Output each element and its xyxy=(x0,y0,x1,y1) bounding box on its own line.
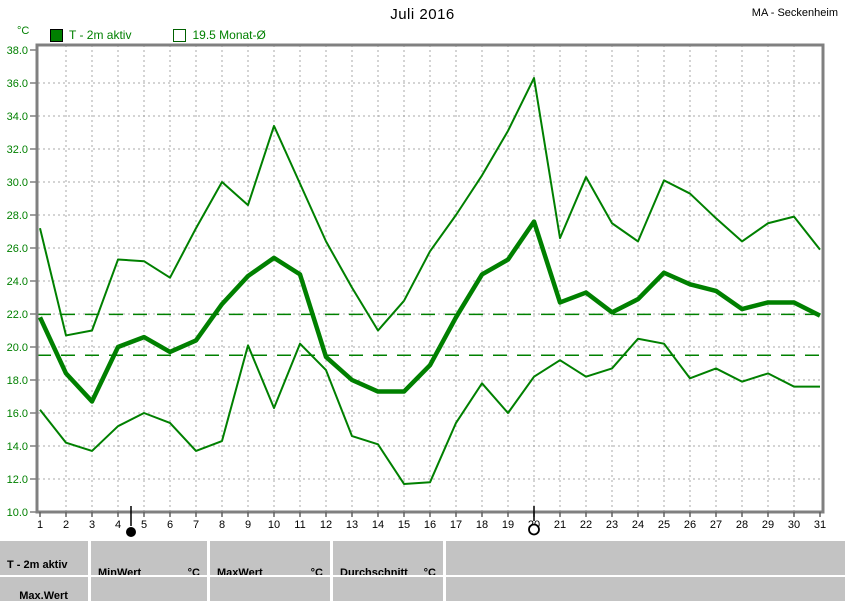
x-tick-label: 24 xyxy=(632,519,644,531)
legend-label-aktiv: T - 2m aktiv xyxy=(69,28,132,42)
series-line-mean xyxy=(37,219,822,404)
x-tick-label: 23 xyxy=(606,519,618,531)
x-tick-label: 18 xyxy=(476,519,488,531)
minwert-cell: MinWert °C 15.07. 04:50 11.7 xyxy=(91,541,207,575)
y-tick-label: 36.0 xyxy=(7,78,28,90)
page-title: Juli 2016 xyxy=(390,6,455,23)
y-tick-label: 18.0 xyxy=(7,375,28,387)
x-tick-label: 8 xyxy=(219,519,225,531)
x-tick-label: 2 xyxy=(63,519,69,531)
x-tick-label: 16 xyxy=(424,519,436,531)
maxwert-header: MaxWert xyxy=(217,567,263,575)
x-tick-label: 30 xyxy=(788,519,800,531)
x-tick-label: 19 xyxy=(502,519,514,531)
row2-cell xyxy=(333,577,443,601)
legend-item-monat: 19.5 Monat-Ø xyxy=(173,28,266,42)
x-tick-label: 10 xyxy=(268,519,280,531)
x-tick-label: 31 xyxy=(814,519,826,531)
legend-item-aktiv: T - 2m aktiv xyxy=(50,28,131,42)
y-tick-label: 32.0 xyxy=(7,144,28,156)
new-moon-icon xyxy=(126,527,136,537)
chart-legend: T - 2m aktiv 19.5 Monat-Ø xyxy=(50,28,266,42)
durchschnitt-unit: °C xyxy=(423,567,436,575)
x-tick-label: 11 xyxy=(294,519,305,531)
row2-cell xyxy=(446,577,845,601)
empty-cell xyxy=(446,541,845,575)
y-tick-label: 12.0 xyxy=(7,474,28,486)
minwert-unit: °C xyxy=(187,567,200,575)
next-row-label: Max.Wert xyxy=(19,590,68,601)
x-tick-label: 21 xyxy=(554,519,566,531)
y-tick-label: 26.0 xyxy=(7,243,28,255)
x-tick-label: 12 xyxy=(320,519,332,531)
series-line-min xyxy=(39,337,820,485)
durchschnitt-cell: Durchschnitt °C (+ 2.48 ) 21.98 xyxy=(333,541,443,575)
y-tick-label: 34.0 xyxy=(7,111,28,123)
station-name: MA - Seckenheim xyxy=(751,7,838,19)
x-tick-label: 4 xyxy=(115,519,121,531)
full-moon-icon xyxy=(528,523,540,536)
maxwert-cell: MaxWert °C 20.07. 15:50 36.3 xyxy=(210,541,330,575)
y-tick-label: 10.0 xyxy=(7,507,28,519)
y-tick-label: 20.0 xyxy=(7,342,28,354)
y-axis-unit-label: °C xyxy=(17,25,30,37)
temperature-chart: 38.0 36.0 34.0 32.0 30.0 28.0 26.0 24.0 22.0 20.0… xyxy=(7,43,826,537)
x-tick-label: 5 xyxy=(141,519,147,531)
x-tick-label: 3 xyxy=(89,519,95,531)
legend-label-monat: 19.5 Monat-Ø xyxy=(192,28,266,42)
outline-square-icon xyxy=(173,28,187,42)
maxwert-unit: °C xyxy=(310,567,323,575)
filled-square-icon xyxy=(50,28,63,42)
series-line-max xyxy=(39,77,821,337)
x-tick-label: 6 xyxy=(167,519,173,531)
x-tick-label: 14 xyxy=(372,519,384,531)
x-tick-label: 29 xyxy=(762,519,774,531)
stats-table: T - 2m aktiv MinWert °C 15.07. 04:50 11.… xyxy=(0,541,845,601)
x-tick-label: 7 xyxy=(193,519,199,531)
x-tick-label: 26 xyxy=(684,519,696,531)
y-tick-label: 14.0 xyxy=(7,441,28,453)
x-tick-label: 27 xyxy=(710,519,722,531)
y-tick-label: 38.0 xyxy=(7,45,28,57)
durchschnitt-header: Durchschnitt xyxy=(340,567,408,575)
y-tick-label: 24.0 xyxy=(7,276,28,288)
y-tick-label: 22.0 xyxy=(7,309,28,321)
sensor-name: T - 2m aktiv xyxy=(7,559,68,571)
y-tick-label: 28.0 xyxy=(7,210,28,222)
y-tick-label: 16.0 xyxy=(7,408,28,420)
stats-row2-label-cell: Max.Wert xyxy=(0,577,88,601)
x-tick-label: 17 xyxy=(450,519,462,531)
x-tick-label: 15 xyxy=(398,519,410,531)
row2-cell xyxy=(91,577,207,601)
row2-cell xyxy=(210,577,330,601)
x-tick-label: 9 xyxy=(245,519,251,531)
x-tick-label: 25 xyxy=(658,519,670,531)
y-tick-label: 30.0 xyxy=(7,177,28,189)
stats-row-label-cell: T - 2m aktiv xyxy=(0,541,88,575)
x-tick-label: 13 xyxy=(346,519,358,531)
x-tick-label: 1 xyxy=(37,519,43,531)
minwert-header: MinWert xyxy=(98,567,142,575)
x-tick-label: 22 xyxy=(580,519,592,531)
x-tick-label: 28 xyxy=(736,519,748,531)
